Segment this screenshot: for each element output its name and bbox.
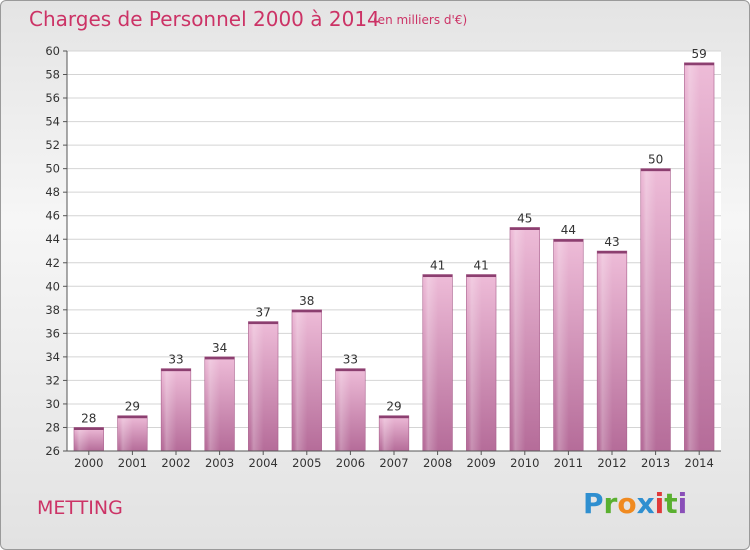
y-tick-label: 46	[45, 209, 60, 223]
data-label: 37	[256, 306, 271, 320]
y-tick-label: 32	[45, 373, 60, 387]
data-label: 43	[604, 235, 619, 249]
bar-top	[379, 415, 409, 419]
bar-highlight	[293, 311, 308, 451]
bar-top	[248, 321, 279, 325]
bar-top	[161, 368, 191, 372]
data-label: 50	[648, 153, 663, 167]
data-label: 28	[81, 411, 96, 425]
data-label: 34	[212, 341, 227, 355]
x-tick-label: 2008	[423, 456, 452, 470]
bar-top	[684, 62, 715, 66]
logo-letter: P	[583, 487, 604, 520]
chart-subtitle: (en milliers d'€)	[373, 13, 468, 27]
y-tick-label: 42	[45, 256, 60, 270]
y-tick-label: 58	[45, 68, 60, 82]
data-label: 33	[168, 353, 183, 367]
x-tick-label: 2009	[467, 456, 496, 470]
bar-top	[553, 239, 584, 242]
bar-highlight	[163, 370, 177, 451]
x-tick-label: 2000	[74, 456, 103, 470]
y-tick-label: 38	[45, 303, 60, 317]
y-tick-label: 52	[45, 138, 60, 152]
bar-top	[73, 427, 104, 430]
logo-letter: i	[654, 487, 665, 520]
bar-top	[509, 227, 540, 230]
x-tick-label: 2014	[685, 456, 714, 470]
y-tick-label: 36	[45, 326, 60, 340]
chart-title: Charges de Personnel 2000 à 2014	[29, 7, 380, 31]
bar-highlight	[555, 241, 569, 451]
x-axis: 2000 2001 2002 2003 2004 2005 2006 2007 2008 2009…	[67, 450, 721, 470]
logo-letter: x	[636, 487, 655, 520]
x-tick-label: 2001	[118, 456, 147, 470]
data-label: 45	[517, 211, 532, 225]
data-label: 41	[474, 259, 489, 273]
data-label: 59	[692, 47, 707, 61]
y-tick-label: 44	[45, 232, 60, 246]
bar-highlight	[337, 370, 351, 451]
bar-top	[466, 274, 497, 278]
y-axis: 26 28 30 32 34 36 38 40 42 44 46 48 50 52 54 56 58 60	[45, 44, 68, 458]
data-label: 38	[299, 294, 314, 308]
bar-highlight	[206, 358, 221, 451]
commune-name: METTING	[37, 497, 123, 519]
bar-highlight	[424, 276, 439, 451]
bar-highlight	[599, 253, 613, 451]
proxiti-logo[interactable]: Proxiti	[583, 487, 687, 520]
bar-highlight	[468, 276, 482, 451]
x-tick-label: 2002	[161, 456, 190, 470]
bar-highlight	[119, 417, 133, 451]
bar-highlight	[511, 229, 526, 451]
bar-top	[640, 168, 671, 172]
bar-highlight	[75, 429, 90, 451]
y-tick-label: 54	[45, 115, 60, 129]
bars: 28 29 33 34 37 38 33 29 41 41 45 44 43 50 59	[73, 47, 715, 452]
data-label: 29	[125, 400, 140, 414]
bar-highlight	[642, 170, 657, 451]
logo-letter: o	[617, 487, 637, 520]
y-tick-label: 60	[45, 44, 60, 58]
x-tick-label: 2006	[336, 456, 365, 470]
data-label: 44	[561, 223, 576, 237]
x-tick-label: 2013	[641, 456, 670, 470]
bar-top	[422, 274, 453, 278]
x-tick-label: 2003	[205, 456, 234, 470]
bar-top	[335, 368, 366, 372]
y-tick-label: 26	[45, 444, 60, 458]
x-tick-label: 2011	[554, 456, 583, 470]
data-label: 33	[343, 353, 358, 367]
data-label: 29	[386, 400, 401, 414]
bar-highlight	[381, 417, 395, 451]
y-tick-label: 50	[45, 162, 60, 176]
logo-letter: t	[664, 487, 678, 520]
y-tick-label: 56	[45, 91, 60, 105]
x-tick-label: 2010	[510, 456, 539, 470]
logo-letter: r	[603, 487, 618, 520]
bar-top	[597, 251, 627, 254]
x-tick-label: 2012	[597, 456, 626, 470]
y-tick-label: 40	[45, 279, 60, 293]
bar-highlight	[686, 64, 700, 451]
bar-top	[204, 356, 235, 360]
y-tick-label: 28	[45, 420, 60, 434]
data-label: 41	[430, 259, 445, 273]
y-tick-label: 48	[45, 185, 60, 199]
bar-top	[117, 415, 148, 419]
y-tick-label: 30	[45, 397, 60, 411]
x-tick-label: 2007	[379, 456, 408, 470]
bar-highlight	[250, 323, 264, 451]
x-tick-label: 2004	[249, 456, 278, 470]
logo-letter: i	[677, 487, 688, 520]
y-tick-label: 34	[45, 350, 60, 364]
bar-top	[291, 309, 322, 313]
x-tick-label: 2005	[292, 456, 321, 470]
